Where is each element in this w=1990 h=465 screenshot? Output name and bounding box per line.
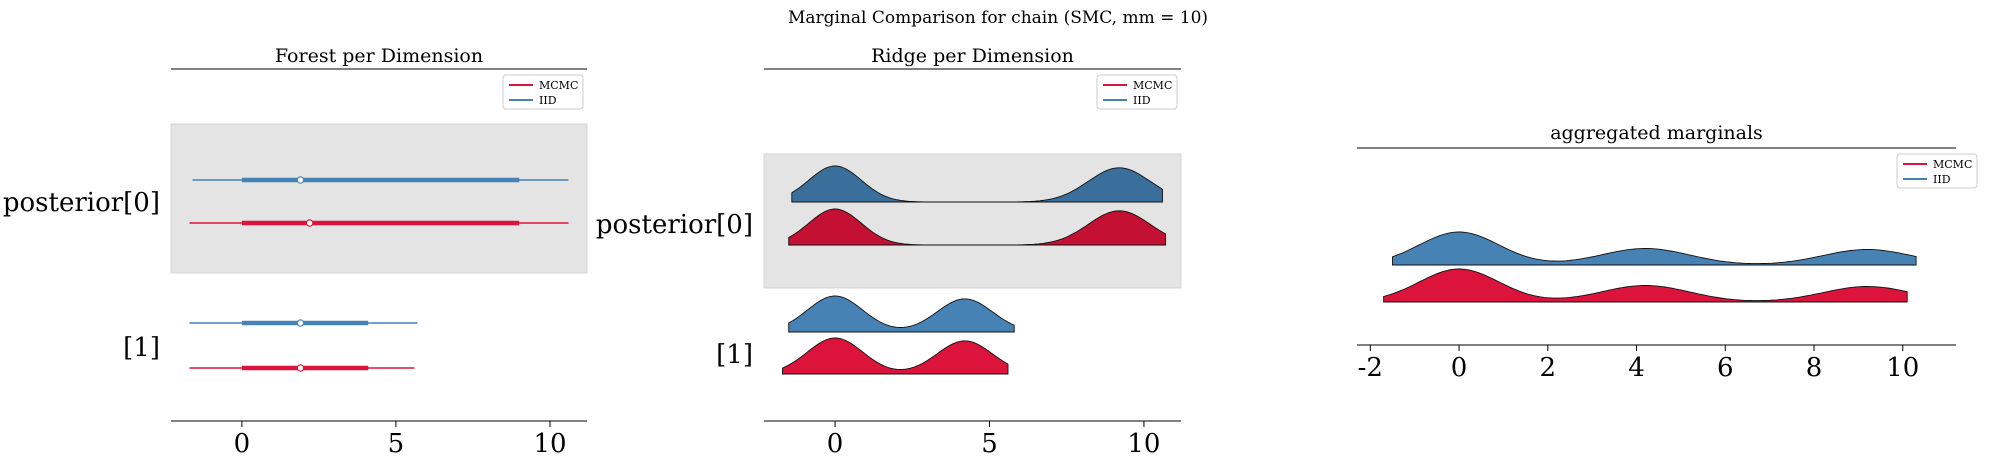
legend-label-mcmc: MCMC [1133, 79, 1172, 92]
x-tick-label: 6 [1717, 353, 1734, 383]
x-tick-label: 5 [981, 429, 998, 459]
median-point-iid [296, 176, 305, 184]
row-label: [1] [716, 340, 753, 370]
median-point-mcmc [296, 364, 305, 372]
panel-title: Ridge per Dimension [871, 45, 1074, 67]
panel-title: Forest per Dimension [275, 45, 483, 67]
median-point-iid [296, 319, 305, 327]
legend-label-mcmc: MCMC [539, 79, 578, 92]
x-tick-label: 0 [1451, 353, 1468, 383]
row-label: [1] [123, 333, 160, 363]
legend-label-mcmc: MCMC [1933, 158, 1972, 171]
highlight-band [170, 123, 588, 274]
x-tick-label: 10 [533, 429, 566, 459]
x-tick-label: 4 [1628, 353, 1645, 383]
density-ridge-mcmc [1383, 268, 1908, 303]
forest-panel: Forest per Dimension 0 5 10 MCMC IID posterior… [3, 45, 588, 459]
x-tick-label: 8 [1806, 353, 1823, 383]
density-ridge-mcmc [782, 337, 1009, 375]
density-ridge-iid [788, 295, 1015, 333]
panel-title: aggregated marginals [1550, 122, 1763, 144]
x-tick-label: 0 [234, 429, 251, 459]
aggregated-panel: aggregated marginals -2 0 2 4 6 8 10 MCMC IID [1357, 122, 1978, 383]
legend-label-iid: IID [1133, 94, 1151, 107]
legend-label-iid: IID [539, 94, 557, 107]
x-tick-label: 5 [388, 429, 405, 459]
x-tick-label: 10 [1127, 429, 1160, 459]
ridge-panel: Ridge per Dimension 0 5 10 MCMC IID posterior[… [596, 45, 1182, 459]
row-label: posterior[0] [3, 188, 160, 218]
x-tick-label: -2 [1358, 353, 1383, 383]
density-ridge-mcmc [788, 208, 1167, 246]
figure-suptitle: Marginal Comparison for chain (SMC, mm =… [788, 8, 1208, 28]
legend-label-iid: IID [1933, 173, 1951, 186]
x-tick-label: 2 [1540, 353, 1557, 383]
density-ridge-iid [791, 165, 1163, 203]
median-point-mcmc [305, 219, 314, 227]
density-ridge-iid [1392, 231, 1917, 266]
row-label: posterior[0] [596, 210, 753, 240]
x-tick-label: 0 [827, 429, 844, 459]
x-tick-label: 10 [1886, 353, 1919, 383]
